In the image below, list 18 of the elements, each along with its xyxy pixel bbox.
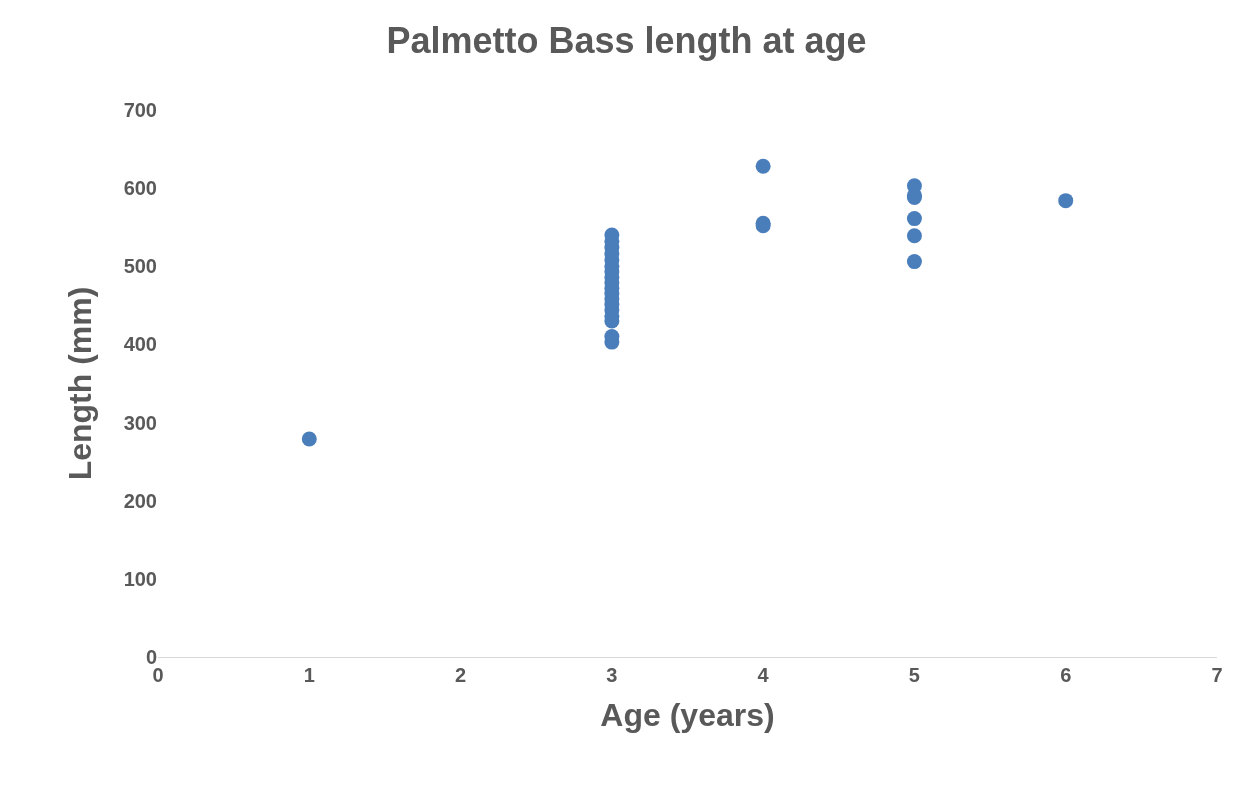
y-tick-label: 200 <box>123 489 157 512</box>
y-tick-label: 700 <box>123 99 157 121</box>
x-tick-label: 2 <box>455 664 467 686</box>
y-tick-label: 100 <box>123 567 157 590</box>
x-tick-label: 6 <box>1060 664 1072 686</box>
x-tick-label: 7 <box>1211 664 1223 686</box>
y-tick-label: 400 <box>123 333 157 356</box>
x-tick-label: 3 <box>606 664 618 686</box>
x-tick-label: 5 <box>908 664 920 686</box>
y-axis-title: Length (mm) <box>61 286 98 481</box>
x-axis-title: Age (years) <box>600 696 775 733</box>
x-tick-label: 4 <box>757 664 770 686</box>
y-tick-label: 300 <box>123 411 157 434</box>
chart-title: Palmetto Bass length at age <box>386 19 867 61</box>
x-tick-label: 1 <box>303 664 315 686</box>
y-tick-label: 0 <box>145 646 157 668</box>
y-tick-label: 500 <box>123 255 157 278</box>
y-tick-label: 600 <box>123 177 157 200</box>
